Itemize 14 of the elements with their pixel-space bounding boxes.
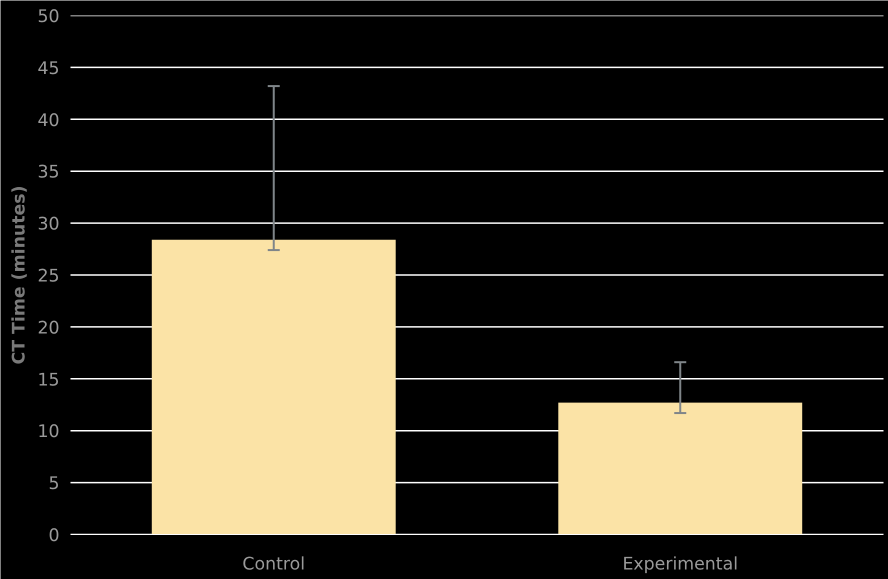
y-tick-label: 40 [37,110,60,131]
y-tick-label: 0 [48,526,60,546]
y-tick-label: 35 [37,162,60,183]
y-tick-label: 50 [37,7,60,27]
y-tick-label: 15 [37,370,60,390]
y-tick-label: 45 [37,58,60,79]
y-tick-label: 10 [37,422,60,442]
y-tick-label: 5 [48,474,60,494]
x-tick-label: Experimental [622,554,738,574]
y-tick-label: 20 [37,318,60,338]
y-tick-label: 30 [37,214,60,235]
y-tick-label: 25 [37,266,60,286]
y-axis-title: CT Time (minutes) [9,185,30,365]
x-tick-label: Control [242,554,306,574]
